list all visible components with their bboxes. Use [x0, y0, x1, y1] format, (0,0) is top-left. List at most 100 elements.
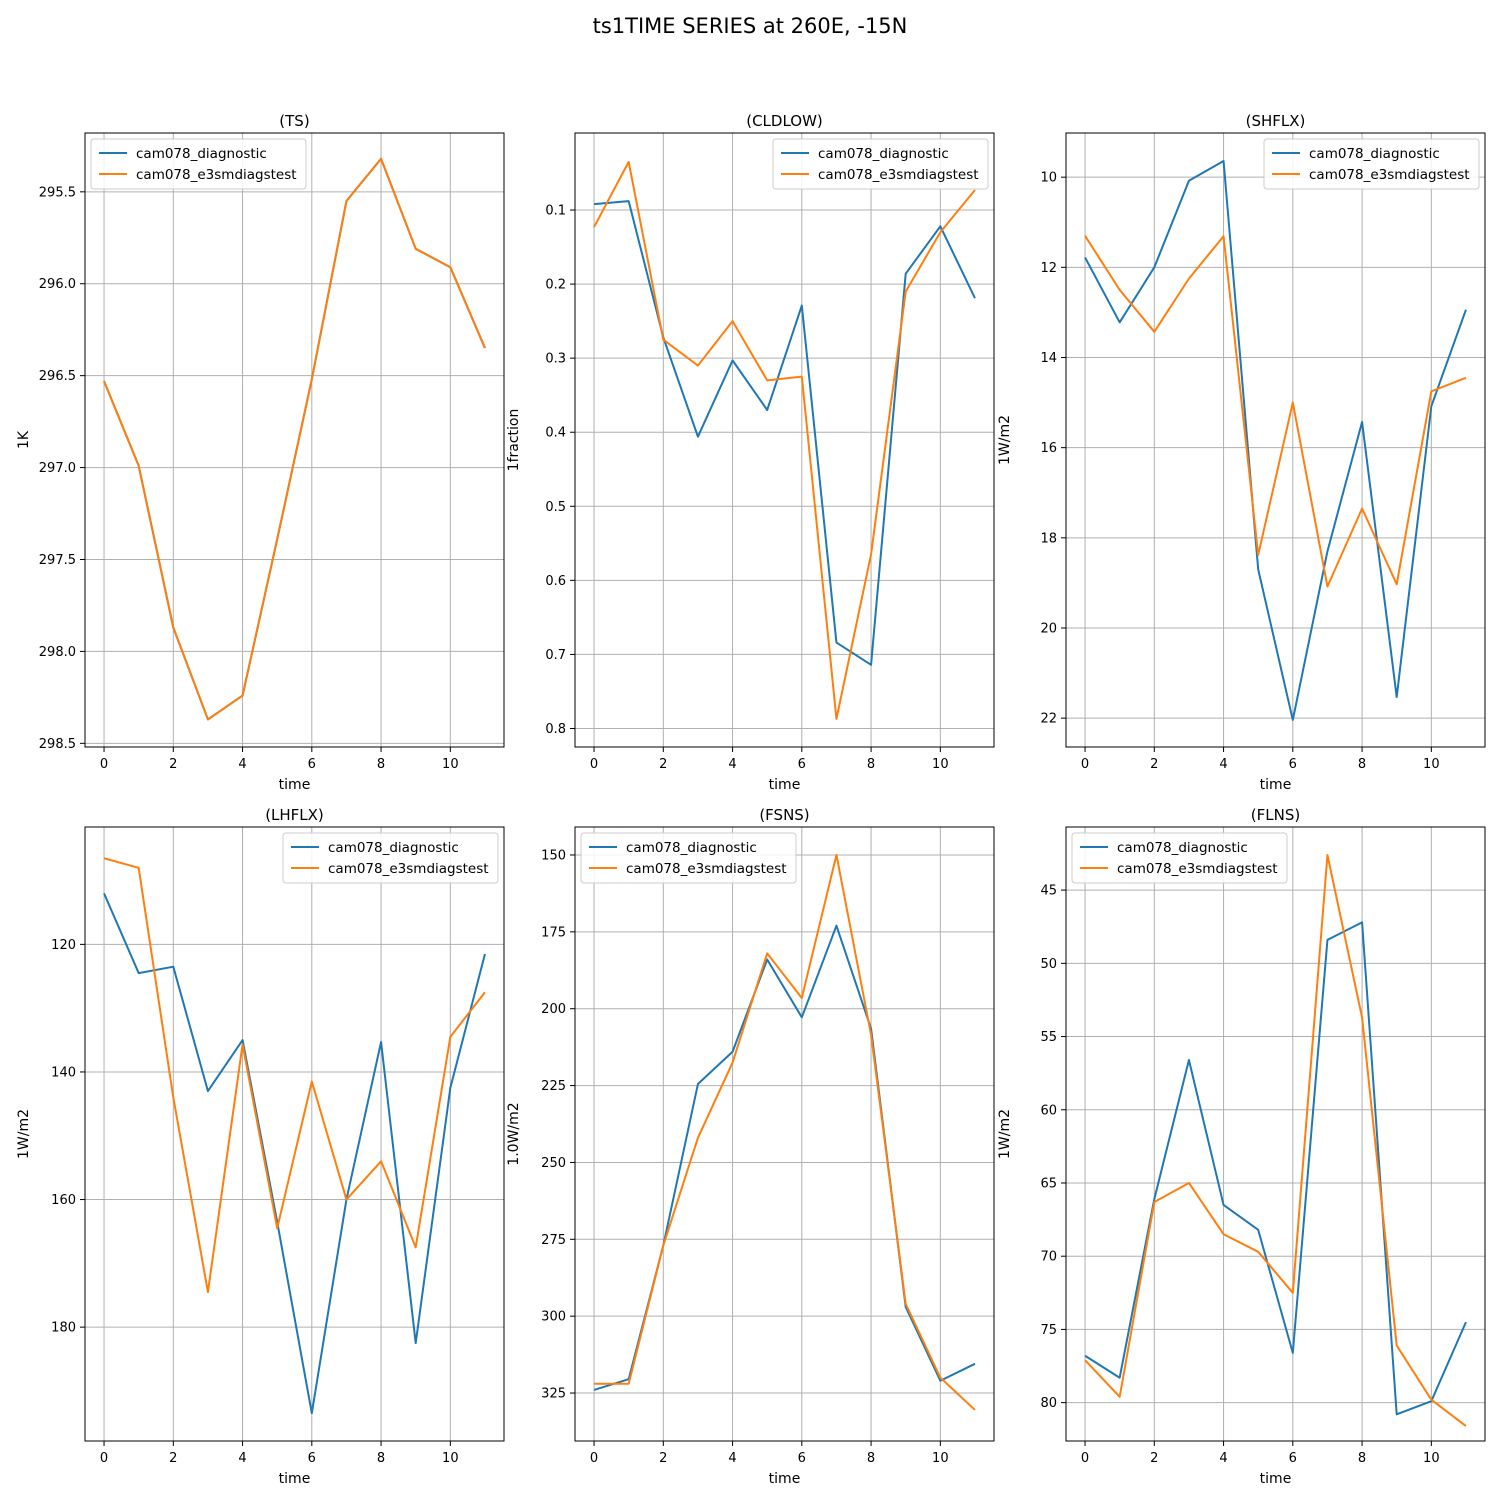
x-tick-label: 8: [867, 757, 875, 772]
legend-label: cam078_diagnostic: [818, 146, 949, 162]
y-tick-label: 65: [1040, 1176, 1057, 1191]
y-tick-label: 200: [541, 1002, 566, 1017]
x-tick-label: 6: [798, 1451, 806, 1466]
y-tick-label: 0.5: [545, 500, 566, 515]
subplot-1: 0 2 4 6 8 10 295.5 296.0 296.5 297.0 297.5 298.0 298…: [16, 112, 505, 793]
y-tick-label: 296.0: [39, 277, 76, 292]
x-tick-label: 2: [1150, 757, 1158, 772]
subplot-title: (CLDLOW): [746, 112, 823, 130]
subplot-6: 0 2 4 6 8 10 45 50 55 60 65 70 75 80 (FLNS) time 1W/m2 ca…: [997, 806, 1486, 1487]
x-tick-label: 2: [659, 757, 667, 772]
y-axis-label: 1fraction: [506, 409, 522, 472]
legend: cam078_diagnostic cam078_e3smdiagstest: [580, 832, 797, 884]
y-tick-label: 225: [541, 1079, 566, 1094]
series-line-e3smdiagstest: [1084, 235, 1467, 588]
x-tick-label: 0: [590, 757, 598, 772]
x-axis-label: time: [769, 777, 801, 793]
y-tick-label: 70: [1040, 1250, 1057, 1265]
y-tick-label: 297.5: [39, 553, 76, 568]
x-tick-label: 2: [659, 1451, 667, 1466]
legend-label: cam078_diagnostic: [328, 840, 459, 856]
y-tick-label: 298.0: [39, 645, 76, 660]
legend-label: cam078_e3smdiagstest: [136, 167, 297, 183]
subplot-title: (FLNS): [1251, 806, 1300, 824]
y-tick-label: 150: [541, 848, 566, 863]
y-axis-label: 1.0W/m2: [506, 1102, 522, 1165]
legend: cam078_diagnostic cam078_e3smdiagstest: [1071, 832, 1288, 884]
x-axis-label: time: [1260, 777, 1292, 793]
legend-box: [90, 138, 307, 190]
legend: cam078_diagnostic cam078_e3smdiagstest: [282, 832, 499, 884]
y-tick-label: 296.5: [39, 369, 76, 384]
y-tick-label: 0.8: [545, 722, 566, 737]
x-tick-label: 8: [867, 1451, 875, 1466]
legend: cam078_diagnostic cam078_e3smdiagstest: [1263, 138, 1480, 190]
x-tick-label: 6: [1289, 1451, 1297, 1466]
y-tick-label: 300: [541, 1310, 566, 1325]
legend-box: [1071, 832, 1288, 884]
y-axis-label: 1W/m2: [997, 1109, 1013, 1159]
subplot-title: (TS): [279, 112, 309, 130]
legend-label: cam078_diagnostic: [136, 146, 267, 162]
x-tick-label: 4: [728, 1451, 736, 1466]
x-tick-label: 8: [1358, 1451, 1366, 1466]
y-tick-label: 16: [1040, 441, 1057, 456]
series-line-e3smdiagstest: [103, 157, 486, 721]
legend-label: cam078_e3smdiagstest: [328, 861, 489, 877]
y-tick-label: 80: [1040, 1396, 1057, 1411]
y-tick-label: 0.3: [545, 352, 566, 367]
x-tick-label: 10: [442, 1451, 459, 1466]
y-tick-label: 160: [51, 1193, 76, 1208]
x-tick-label: 10: [1423, 757, 1440, 772]
legend-label: cam078_e3smdiagstest: [1309, 167, 1470, 183]
y-tick-label: 0.6: [545, 574, 566, 589]
y-tick-label: 22: [1040, 712, 1057, 727]
x-tick-label: 8: [1358, 757, 1366, 772]
legend-label: cam078_e3smdiagstest: [818, 167, 979, 183]
y-tick-label: 140: [51, 1065, 76, 1080]
series-line-diagnostic: [1084, 921, 1467, 1416]
series-line-e3smdiagstest: [593, 160, 976, 720]
x-axis-label: time: [279, 777, 311, 793]
y-tick-label: 50: [1040, 957, 1057, 972]
legend-box: [1263, 138, 1480, 190]
y-tick-label: 10: [1040, 171, 1057, 186]
series-line-e3smdiagstest: [1084, 853, 1467, 1427]
axes-frame: [84, 826, 505, 1442]
subplot-2: 0 2 4 6 8 10 0.1 0.2 0.3 0.4 0.5 0.6 0.7 0.8 (CLDLOW) t…: [506, 112, 995, 793]
x-tick-label: 10: [442, 757, 459, 772]
legend-label: cam078_diagnostic: [1309, 146, 1440, 162]
y-tick-label: 298.5: [39, 737, 76, 752]
y-tick-label: 295.5: [39, 185, 76, 200]
axes-frame: [84, 132, 505, 748]
y-tick-label: 275: [541, 1233, 566, 1248]
subplot-3: 0 2 4 6 8 10 10 12 14 16 18 20 22 (SHFLX) time 1W/m2 cam…: [997, 112, 1486, 793]
axes-frame: [574, 826, 995, 1442]
series-line-diagnostic: [1084, 159, 1467, 721]
y-tick-label: 18: [1040, 531, 1057, 546]
x-tick-label: 6: [308, 757, 316, 772]
series-line-e3smdiagstest: [103, 857, 486, 1294]
y-axis-label: 1K: [16, 430, 32, 449]
series-line-diagnostic: [103, 892, 486, 1415]
series-line-e3smdiagstest: [594, 853, 976, 1411]
series-line-diagnostic: [103, 157, 486, 721]
y-tick-label: 297.0: [39, 461, 76, 476]
x-tick-label: 6: [308, 1451, 316, 1466]
x-tick-label: 0: [1081, 1451, 1089, 1466]
subplot-title: (SHFLX): [1246, 112, 1306, 130]
x-tick-label: 8: [377, 1451, 385, 1466]
y-tick-label: 325: [541, 1387, 566, 1402]
x-axis-label: time: [769, 1471, 801, 1487]
y-tick-label: 250: [541, 1156, 566, 1171]
x-tick-label: 10: [932, 757, 949, 772]
legend-label: cam078_diagnostic: [1117, 840, 1248, 856]
legend-box: [282, 832, 499, 884]
y-tick-label: 14: [1040, 351, 1057, 366]
y-tick-label: 0.4: [545, 426, 566, 441]
x-tick-label: 2: [169, 1451, 177, 1466]
legend-label: cam078_e3smdiagstest: [1117, 861, 1278, 877]
y-tick-label: 55: [1040, 1030, 1057, 1045]
